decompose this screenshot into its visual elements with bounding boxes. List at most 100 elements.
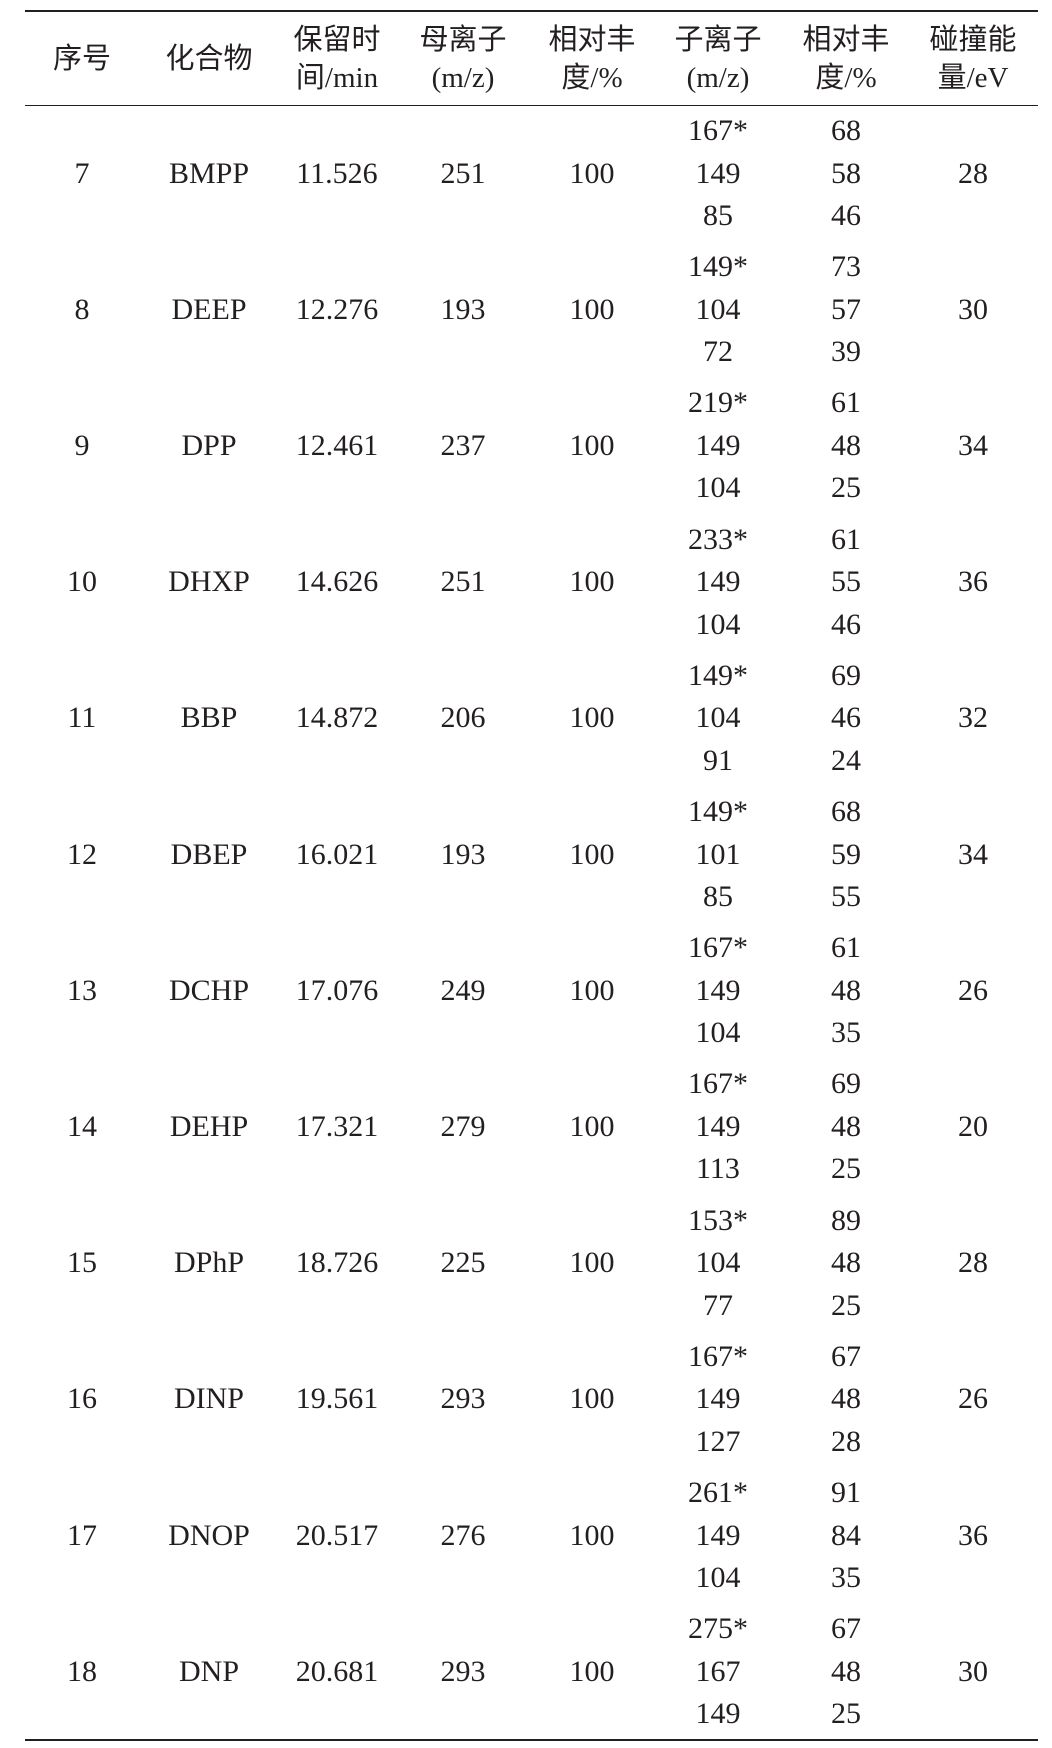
daughter-abundance-list: 61 48 25	[783, 382, 909, 510]
row-number: 8	[74, 292, 90, 326]
header-line: (m/z)	[431, 62, 495, 94]
daughter-abundance: 73	[831, 250, 861, 284]
table-bottom-rule	[25, 1739, 1038, 1741]
header-compound: 化合物	[146, 16, 272, 102]
daughter-abundance: 84	[831, 1518, 861, 1552]
compound-name: DHXP	[168, 565, 250, 599]
parent-abundance: 100	[569, 1246, 615, 1280]
parent-ion: 206	[440, 701, 486, 735]
retention-time: 20.681	[295, 1654, 379, 1688]
daughter-ion: 72	[703, 335, 733, 369]
retention-time: 16.021	[295, 837, 379, 871]
retention-time: 17.321	[295, 1109, 379, 1143]
daughter-abundance: 39	[831, 335, 861, 369]
daughter-ion: 149	[695, 1518, 741, 1552]
daughter-ion: 149	[695, 973, 741, 1007]
table-row: 9 DPP 12.461 237 100 219* 149 104 61 48 25 34	[0, 378, 1052, 514]
table-row: 17 DNOP 20.517 276 100 261* 149 104 91 84 35 36	[0, 1468, 1052, 1604]
daughter-ion-list: 275* 167 149	[655, 1608, 781, 1736]
retention-time: 17.076	[295, 973, 379, 1007]
daughter-ion: 233*	[688, 522, 748, 556]
daughter-ion: 167*	[688, 1339, 748, 1373]
daughter-abundance-list: 68 58 46	[783, 110, 909, 238]
daughter-abundance-list: 61 55 46	[783, 519, 909, 647]
parent-ion: 249	[440, 973, 486, 1007]
daughter-abundance: 48	[831, 973, 861, 1007]
daughter-ion: 104	[695, 701, 741, 735]
daughter-abundance: 25	[831, 1152, 861, 1186]
parent-abundance: 100	[569, 973, 615, 1007]
table-row: 8 DEEP 12.276 193 100 149* 104 72 73 57 39 30	[0, 242, 1052, 378]
daughter-abundance: 35	[831, 1561, 861, 1594]
collision-energy: 20	[958, 1109, 988, 1143]
header-line: 相对丰	[548, 24, 636, 56]
compound-name: DNP	[178, 1654, 239, 1688]
parent-ion: 193	[440, 292, 486, 326]
daughter-ion-list: 219* 149 104	[655, 382, 781, 510]
daughter-ion: 149	[695, 1109, 741, 1143]
header-line: (m/z)	[686, 62, 750, 94]
daughter-ion: 219*	[688, 386, 748, 420]
daughter-abundance-list: 89 48 25	[783, 1200, 909, 1328]
header-line: 度/%	[815, 62, 877, 94]
table-row: 12 DBEP 16.021 193 100 149* 101 85 68 59 55 34	[0, 787, 1052, 923]
parent-abundance: 100	[569, 701, 615, 735]
daughter-abundance: 67	[831, 1612, 861, 1646]
compound-name: DPP	[181, 428, 237, 462]
daughter-ion: 167*	[688, 1067, 748, 1101]
table-top-rule	[25, 10, 1038, 12]
parent-abundance: 100	[569, 1518, 615, 1552]
header-line: 量/eV	[937, 62, 1009, 94]
row-number: 7	[74, 156, 90, 190]
table-row: 16 DINP 19.561 293 100 167* 149 127 67 48 28 26	[0, 1332, 1052, 1468]
row-number: 14	[67, 1109, 97, 1143]
compound-name: DEEP	[171, 292, 247, 326]
retention-time: 14.626	[295, 565, 379, 599]
daughter-ion-list: 167* 149 104	[655, 927, 781, 1055]
row-number: 17	[67, 1518, 97, 1552]
parent-abundance: 100	[569, 837, 615, 871]
daughter-ion: 85	[703, 880, 733, 913]
daughter-abundance-list: 67 48 28	[783, 1336, 909, 1464]
parent-ion: 193	[440, 837, 486, 871]
daughter-abundance: 61	[831, 522, 861, 556]
parent-abundance: 100	[569, 565, 615, 599]
daughter-ion: 91	[703, 743, 733, 777]
table-row: 13 DCHP 17.076 249 100 167* 149 104 61 48 35 26	[0, 923, 1052, 1059]
retention-time: 20.517	[295, 1518, 379, 1552]
header-parent-ion: 母离子 (m/z)	[400, 16, 526, 102]
table-header-rule	[25, 105, 1038, 106]
table-row: 14 DEHP 17.321 279 100 167* 149 113 69 48 25 20	[0, 1059, 1052, 1195]
daughter-ion-list: 167* 149 85	[655, 110, 781, 238]
daughter-abundance: 67	[831, 1339, 861, 1373]
daughter-ion-list: 149* 101 85	[655, 791, 781, 919]
daughter-ion: 113	[696, 1152, 740, 1186]
header-line: 间/min	[295, 62, 379, 94]
daughter-ion: 127	[695, 1424, 741, 1458]
parent-ion: 251	[440, 565, 486, 599]
retention-time: 14.872	[295, 701, 379, 735]
compound-name: DNOP	[168, 1518, 250, 1552]
daughter-ion-list: 167* 149 127	[655, 1336, 781, 1464]
parent-ion: 251	[440, 156, 486, 190]
table-row: 15 DPhP 18.726 225 100 153* 104 77 89 48 25 28	[0, 1196, 1052, 1332]
collision-energy: 26	[958, 1382, 988, 1416]
daughter-abundance: 69	[831, 1067, 861, 1101]
collision-energy: 36	[958, 1518, 988, 1552]
daughter-abundance: 91	[831, 1476, 861, 1509]
daughter-ion: 275*	[688, 1612, 748, 1646]
row-number: 9	[74, 428, 90, 462]
daughter-abundance: 69	[831, 658, 861, 692]
retention-time: 12.276	[295, 292, 379, 326]
parent-ion: 279	[440, 1109, 486, 1143]
parent-ion: 276	[440, 1518, 486, 1552]
row-number: 11	[67, 701, 97, 735]
parent-abundance: 100	[569, 292, 615, 326]
daughter-abundance: 48	[831, 1654, 861, 1688]
row-number: 13	[67, 973, 97, 1007]
daughter-abundance: 89	[831, 1203, 861, 1237]
header-line: 序号	[52, 43, 111, 75]
daughter-ion-list: 149* 104 72	[655, 246, 781, 374]
daughter-ion-list: 149* 104 91	[655, 655, 781, 783]
daughter-abundance-list: 91 84 35	[783, 1472, 909, 1600]
